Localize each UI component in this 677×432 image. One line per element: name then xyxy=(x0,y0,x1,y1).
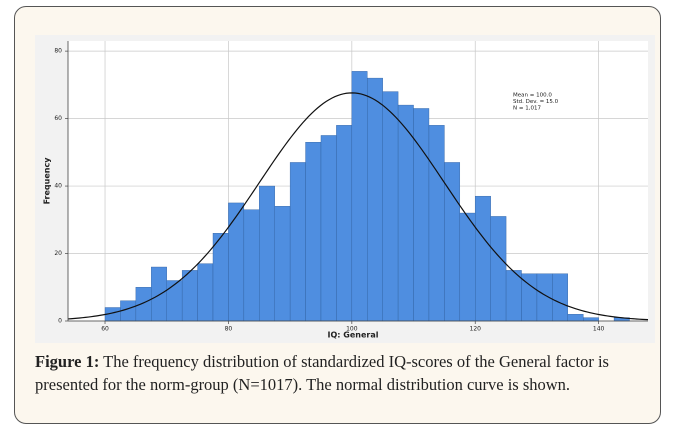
bar xyxy=(567,314,584,322)
annotation: N = 1,017 xyxy=(513,106,541,112)
x-axis-title: IQ: General xyxy=(328,331,379,340)
bar xyxy=(397,104,414,322)
bar xyxy=(274,206,291,322)
bar xyxy=(552,273,568,322)
bar xyxy=(367,77,383,322)
bar xyxy=(228,202,245,322)
bar xyxy=(336,125,353,322)
caption-label: Figure 1: xyxy=(35,352,100,371)
y-tick-label: 20 xyxy=(54,250,62,257)
bar xyxy=(583,317,599,322)
x-tick-label: 120 xyxy=(470,326,482,333)
bar xyxy=(166,280,183,322)
bar xyxy=(259,185,275,322)
bar xyxy=(428,125,445,322)
bar xyxy=(151,266,167,322)
bar xyxy=(289,162,306,322)
y-tick-label: 60 xyxy=(54,115,62,122)
x-tick-label: 100 xyxy=(346,326,358,333)
bar xyxy=(212,233,229,322)
annotation: Std. Dev. = 15.0 xyxy=(513,99,559,105)
caption-text: The frequency distribution of standardiz… xyxy=(35,352,609,394)
bar xyxy=(505,270,522,322)
x-tick-label: 60 xyxy=(101,326,109,333)
bar xyxy=(475,195,491,322)
annotation: Mean = 100.0 xyxy=(513,93,552,99)
caption: Figure 1: The frequency distribution of … xyxy=(35,350,655,396)
bar xyxy=(197,263,214,322)
x-tick-label: 80 xyxy=(225,326,233,333)
bar xyxy=(320,135,337,322)
y-tick-label: 40 xyxy=(54,183,62,190)
bar xyxy=(181,270,198,322)
bar xyxy=(351,71,368,322)
bar xyxy=(382,91,399,322)
figure-frame: Frequency IQ: General 0 20 40 60 80 60 80 100 12… xyxy=(14,6,661,424)
bar xyxy=(135,287,152,322)
y-tick-label: 0 xyxy=(58,318,62,325)
y-tick-label: 80 xyxy=(54,48,62,55)
normal-curve xyxy=(67,92,649,321)
x-tick-label: 140 xyxy=(593,326,605,333)
bar xyxy=(459,212,476,322)
bar xyxy=(413,108,430,322)
bar xyxy=(243,209,260,322)
bar xyxy=(490,216,507,322)
chart: Frequency IQ: General 0 20 40 60 80 60 80 100 12… xyxy=(35,35,655,343)
y-axis-title: Frequency xyxy=(43,157,52,205)
bar xyxy=(305,142,322,322)
